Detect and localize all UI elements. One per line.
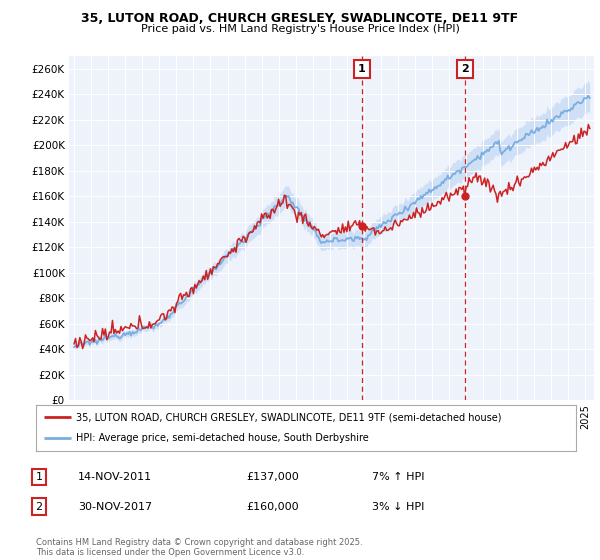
Text: 30-NOV-2017: 30-NOV-2017 [78,502,152,512]
Text: £137,000: £137,000 [246,472,299,482]
Text: £160,000: £160,000 [246,502,299,512]
Text: 7% ↑ HPI: 7% ↑ HPI [372,472,425,482]
Text: Price paid vs. HM Land Registry's House Price Index (HPI): Price paid vs. HM Land Registry's House … [140,24,460,34]
Text: HPI: Average price, semi-detached house, South Derbyshire: HPI: Average price, semi-detached house,… [77,433,369,444]
Text: 2: 2 [35,502,43,512]
Text: 1: 1 [358,64,366,74]
Text: 14-NOV-2011: 14-NOV-2011 [78,472,152,482]
Text: 3% ↓ HPI: 3% ↓ HPI [372,502,424,512]
Text: Contains HM Land Registry data © Crown copyright and database right 2025.
This d: Contains HM Land Registry data © Crown c… [36,538,362,557]
Text: 35, LUTON ROAD, CHURCH GRESLEY, SWADLINCOTE, DE11 9TF: 35, LUTON ROAD, CHURCH GRESLEY, SWADLINC… [82,12,518,25]
Text: 1: 1 [35,472,43,482]
Text: 35, LUTON ROAD, CHURCH GRESLEY, SWADLINCOTE, DE11 9TF (semi-detached house): 35, LUTON ROAD, CHURCH GRESLEY, SWADLINC… [77,412,502,422]
Text: 2: 2 [461,64,469,74]
